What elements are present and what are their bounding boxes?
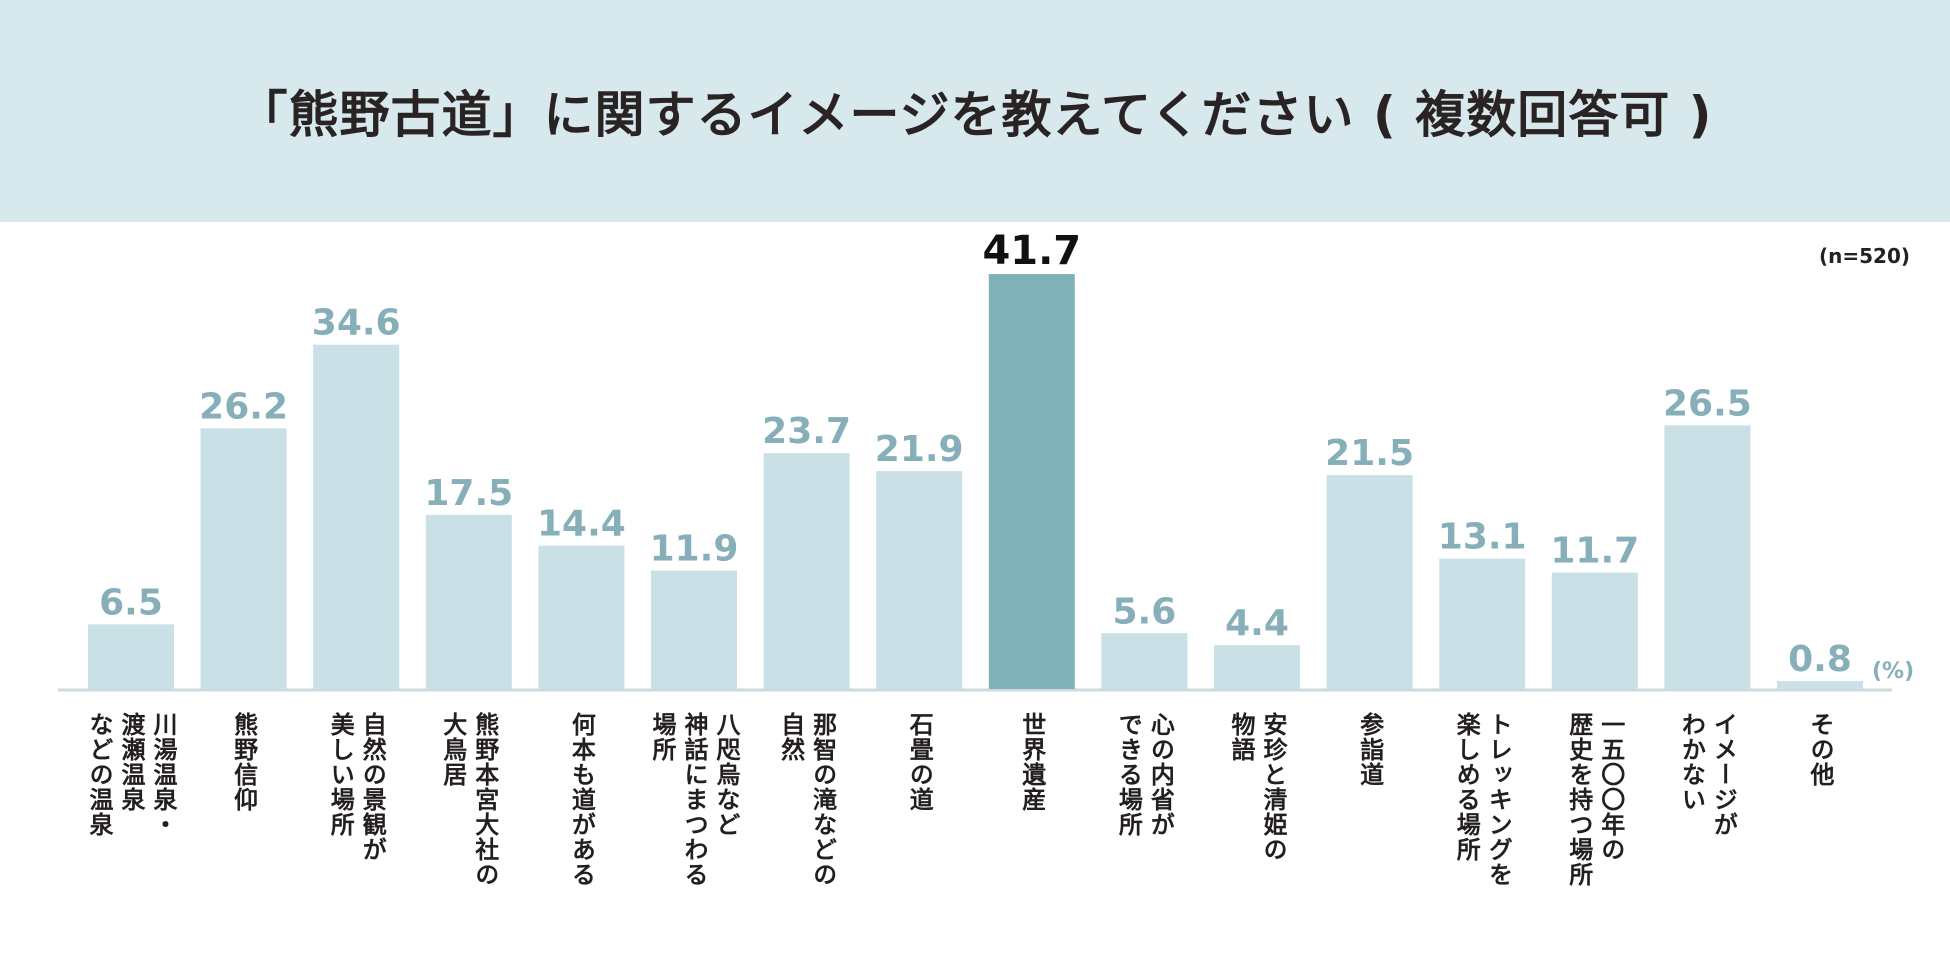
value-label-2: 34.6 [312, 303, 401, 344]
value-label-10: 4.4 [1225, 603, 1289, 644]
bar-2 [313, 344, 400, 689]
value-label-3: 17.5 [424, 473, 513, 514]
bar-5 [651, 570, 737, 689]
category-label-11: 参詣道 [1355, 712, 1384, 787]
category-label-8: 世界遺産 [1017, 712, 1046, 812]
bar-12 [1439, 558, 1526, 689]
value-label-9: 5.6 [1113, 591, 1177, 632]
category-label-10: 安珍と清姫の 物語 [1227, 712, 1287, 862]
value-label-15: 0.8 [1788, 639, 1852, 680]
value-label-14: 26.5 [1663, 383, 1752, 424]
category-label-1: 熊野信仰 [229, 712, 258, 812]
value-label-13: 11.7 [1550, 531, 1639, 572]
bar-10 [1214, 645, 1300, 689]
category-label-15: その他 [1806, 712, 1834, 787]
value-label-11: 21.5 [1325, 433, 1414, 474]
category-label-14: イメージが わかない [1677, 712, 1738, 837]
bar-6 [763, 453, 850, 689]
bar-7 [876, 471, 963, 689]
sample-size-note: (n=520) [1818, 244, 1910, 268]
category-label-0: 川湯温泉・ 渡瀬温泉 などの温泉 [85, 712, 177, 837]
category-label-4: 何本も道がある [567, 712, 596, 887]
bar-14 [1664, 425, 1751, 689]
bar-15 [1777, 681, 1863, 689]
bar-4 [538, 545, 625, 689]
bar-3 [425, 514, 512, 689]
bar-9 [1101, 633, 1188, 689]
category-label-5: 八咫烏など 神話にまつわる 場所 [648, 712, 740, 887]
value-label-1: 26.2 [199, 386, 288, 427]
value-label-6: 23.7 [762, 411, 851, 452]
value-label-4: 14.4 [537, 504, 626, 545]
bar-chart: 6.5 26.2 34.6 17.5 14.4 11.9 23.7 21.9 41.7 5.6 4.… [58, 228, 1914, 692]
bar-13 [1551, 572, 1638, 689]
bar-0 [88, 624, 174, 689]
value-label-5: 11.9 [650, 529, 739, 570]
title-banner [0, 0, 1950, 222]
value-label-12: 13.1 [1438, 517, 1527, 558]
value-label-7: 21.9 [875, 429, 964, 470]
category-label-2: 自然の景観が 美しい場所 [326, 712, 387, 862]
bar-1 [200, 428, 287, 689]
bar-11 [1326, 475, 1413, 689]
category-label-7: 石畳の道 [905, 712, 934, 812]
chart-title: 「熊野古道」に関するイメージを教えてください ( 複数回答可 ) [237, 86, 1713, 144]
category-label-6: 那智の滝などの 自然 [776, 712, 837, 887]
category-label-13: 一五〇〇年の 歴史を持つ場所 [1564, 712, 1625, 887]
category-label-3: 熊野本宮大社の 大鳥居 [438, 712, 499, 887]
value-label-0: 6.5 [99, 582, 163, 623]
value-label-8: 41.7 [982, 228, 1081, 274]
bar-8 [988, 274, 1075, 689]
category-label-12: トレッキングを 楽しめる場所 [1452, 712, 1513, 887]
category-label-9: 心の内省が できる場所 [1114, 712, 1175, 837]
unit-label: (%) [1872, 659, 1914, 684]
